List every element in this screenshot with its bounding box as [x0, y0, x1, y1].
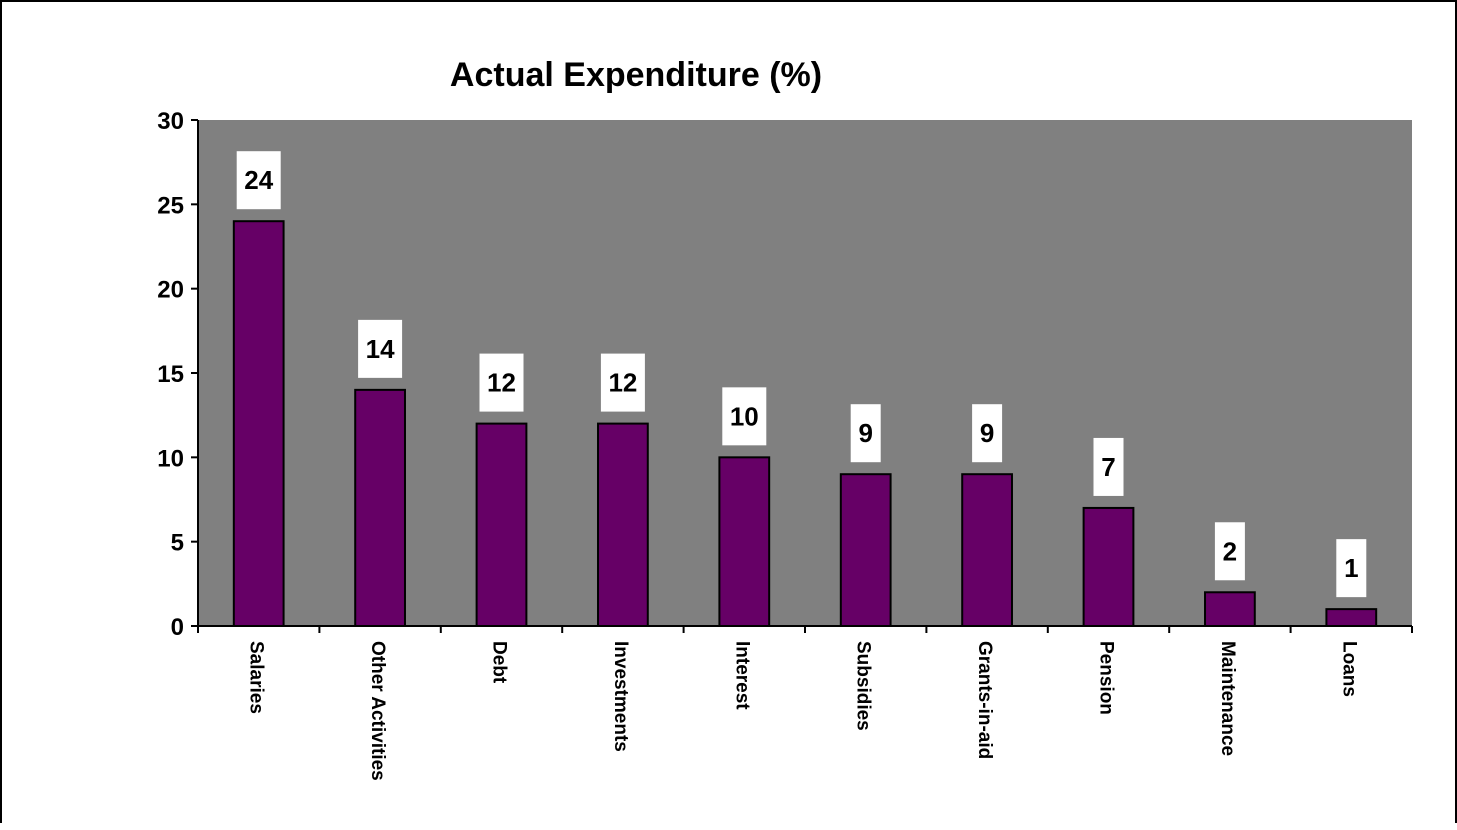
y-tick-label: 0 [171, 614, 184, 641]
value-label-box [600, 353, 645, 412]
value-label: 7 [1101, 452, 1115, 482]
bars-group [232, 220, 1378, 628]
value-label: 1 [1344, 553, 1358, 583]
value-label-box [236, 151, 281, 210]
x-axis: Salaries Other Activities Debt Investments I… [197, 625, 1413, 781]
value-label-box [479, 353, 524, 412]
x-category-label: Loans [1338, 641, 1359, 697]
bar [354, 388, 406, 627]
y-tick-label: 25 [157, 192, 184, 219]
bar [1082, 506, 1135, 627]
bar [961, 473, 1013, 628]
value-labels-group: 24 14 12 12 10 9 9 7 2 1 [236, 151, 1367, 598]
value-label-box [850, 404, 881, 463]
value-label-box [1093, 437, 1124, 496]
y-tick-label: 20 [157, 277, 184, 304]
x-category-label: Other Activities [367, 641, 388, 781]
value-label: 24 [244, 165, 273, 195]
value-label: 12 [487, 368, 516, 398]
x-category-label: Investments [610, 641, 631, 752]
bar [1325, 608, 1378, 628]
y-tick-label: 10 [157, 445, 184, 472]
y-tick-label: 30 [157, 108, 184, 135]
chart-title: Actual Expenditure (%) [450, 56, 822, 94]
x-category-label: Debt [489, 641, 510, 684]
bar [232, 220, 285, 627]
y-tick-label: 15 [157, 361, 184, 388]
x-category-label: Pension [1096, 641, 1117, 715]
y-tick-label: 5 [171, 530, 184, 557]
value-label-box [722, 387, 767, 446]
bar [597, 422, 649, 627]
bar [718, 456, 771, 628]
value-label: 10 [730, 401, 759, 431]
y-axis: 0 5 10 15 20 25 30 [157, 108, 199, 641]
bar [839, 473, 892, 628]
value-label: 9 [858, 418, 872, 448]
x-category-label: Grants-in-aid [974, 641, 995, 759]
value-label-box [972, 404, 1003, 463]
bar [475, 422, 528, 627]
value-label-box [358, 319, 403, 378]
value-label-box [1214, 522, 1245, 581]
value-label: 2 [1223, 536, 1237, 566]
x-category-label: Interest [731, 641, 752, 710]
value-label: 9 [980, 418, 994, 448]
value-label: 12 [608, 368, 637, 398]
value-label-box [1336, 539, 1367, 598]
x-category-label: Salaries [246, 641, 267, 714]
x-category-label: Maintenance [1217, 641, 1238, 756]
x-category-label: Subsidies [853, 641, 874, 731]
value-label: 14 [366, 334, 395, 364]
bar [1204, 591, 1256, 627]
